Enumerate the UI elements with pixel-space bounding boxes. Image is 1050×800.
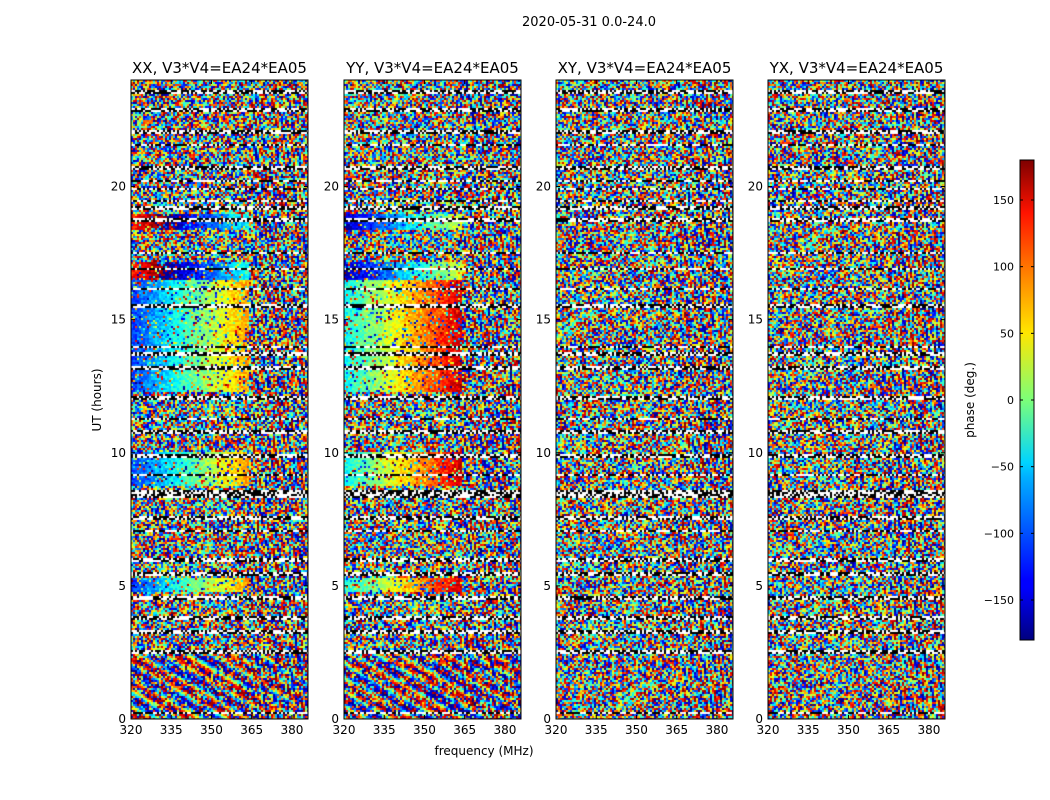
y-tick-label: 20 (748, 180, 763, 194)
y-tick-label: 0 (543, 712, 551, 726)
x-tick-label: 335 (160, 723, 183, 737)
x-axis-label: frequency (MHz) (434, 744, 533, 758)
x-tick-label: 365 (240, 723, 263, 737)
x-tick-label: 320 (333, 723, 356, 737)
panel-frame (343, 79, 522, 720)
y-tick-label: 5 (543, 579, 551, 593)
x-tick-label: 320 (757, 723, 780, 737)
y-tick-label: 15 (536, 313, 551, 327)
panel-frame (767, 79, 946, 720)
y-tick-label: 5 (331, 579, 339, 593)
x-tick-label: 350 (625, 723, 648, 737)
panel-frame (555, 79, 734, 720)
panels-group: XX, V3*V4=EA24*EA05 320 335 350 365 380 0 5 10 15… (111, 59, 946, 737)
figure-suptitle: 2020-05-31 0.0-24.0 (522, 15, 656, 30)
x-tick-label: 380 (705, 723, 728, 737)
y-tick-label: 15 (111, 313, 126, 327)
panel-title: YY, V3*V4=EA24*EA05 (345, 59, 519, 77)
y-tick-label: 10 (324, 446, 339, 460)
y-tick-label: 10 (111, 446, 126, 460)
y-tick-label: 20 (324, 180, 339, 194)
x-tick-label: 380 (917, 723, 940, 737)
colorbar-tick-label: −150 (984, 594, 1014, 607)
y-tick-label: 15 (324, 313, 339, 327)
y-tick-label: 10 (536, 446, 551, 460)
y-tick-label: 5 (755, 579, 763, 593)
colorbar-tick-label: 150 (993, 194, 1014, 207)
x-tick-label: 365 (453, 723, 476, 737)
colorbar-tick-label: 50 (1000, 327, 1014, 340)
y-axis-label: UT (hours) (90, 368, 104, 431)
colorbar-label: phase (deg.) (963, 362, 977, 438)
heatmap-image (131, 80, 308, 719)
colorbar: 150 100 50 0 −50 −100 −150 phase (deg.) (963, 159, 1035, 641)
colorbar-tick-label: 100 (993, 261, 1014, 274)
x-tick-label: 335 (585, 723, 608, 737)
panel-title: XX, V3*V4=EA24*EA05 (132, 59, 307, 77)
x-tick-label: 350 (200, 723, 223, 737)
colorbar-tick-label: 0 (1007, 394, 1014, 407)
colorbar-tick-label: −100 (984, 527, 1014, 540)
heatmap-image (344, 80, 521, 719)
panel-yy: YY, V3*V4=EA24*EA05 320 335 350 365 380 0 5 10 15… (324, 59, 522, 737)
panel-title: XY, V3*V4=EA24*EA05 (558, 59, 732, 77)
heatmap-image (556, 80, 733, 719)
panel-xx: XX, V3*V4=EA24*EA05 320 335 350 365 380 0 5 10 15… (111, 59, 309, 737)
heatmap-image (768, 80, 945, 719)
x-tick-label: 320 (545, 723, 568, 737)
y-tick-label: 20 (111, 180, 126, 194)
colorbar-ticks: 150 100 50 0 −50 −100 −150 (984, 194, 1034, 607)
x-tick-label: 350 (413, 723, 436, 737)
x-tick-label: 365 (665, 723, 688, 737)
x-tick-label: 335 (797, 723, 820, 737)
y-tick-label: 15 (748, 313, 763, 327)
x-tick-label: 350 (837, 723, 860, 737)
panel-yx: YX, V3*V4=EA24*EA05 320 335 350 365 380 0 5 10 15… (748, 59, 946, 737)
colorbar-tick-label: −50 (991, 461, 1014, 474)
x-tick-label: 320 (120, 723, 143, 737)
y-tick-label: 20 (536, 180, 551, 194)
y-tick-label: 10 (748, 446, 763, 460)
panel-xy: XY, V3*V4=EA24*EA05 320 335 350 365 380 0 5 10 15… (536, 59, 734, 737)
x-tick-label: 380 (280, 723, 303, 737)
y-tick-label: 0 (755, 712, 763, 726)
x-tick-label: 365 (877, 723, 900, 737)
y-tick-label: 0 (118, 712, 126, 726)
y-tick-label: 5 (118, 579, 126, 593)
panel-title: YX, V3*V4=EA24*EA05 (769, 59, 944, 77)
x-tick-label: 380 (493, 723, 516, 737)
y-tick-label: 0 (331, 712, 339, 726)
x-tick-label: 335 (373, 723, 396, 737)
panel-frame (130, 79, 309, 720)
